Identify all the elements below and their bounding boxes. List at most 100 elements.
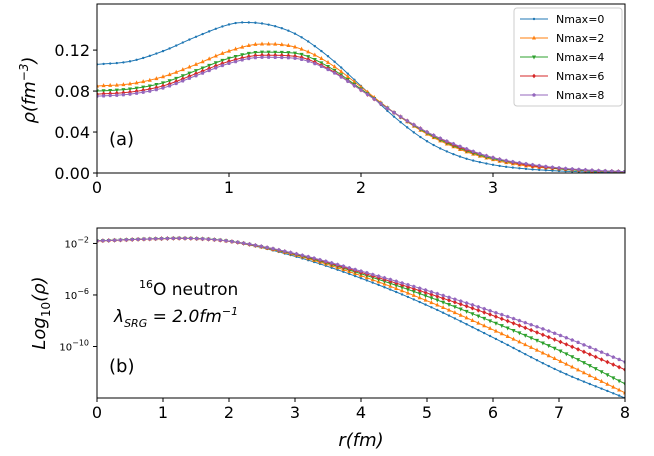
data-point-Nmax=8-33	[288, 250, 293, 255]
data-point-Nmax=6-83	[581, 349, 586, 355]
data-point-Nmax=0-38	[346, 72, 349, 75]
data-point-Nmax=0-14	[188, 38, 191, 41]
data-point-Nmax=8-31	[276, 247, 281, 252]
data-point-Nmax=8-53	[444, 139, 449, 143]
data-point-Nmax=4-89	[617, 379, 622, 384]
data-point-Nmax=0-20	[227, 23, 231, 26]
data-point-Nmax=8-28	[259, 244, 264, 248]
data-point-Nmax=8-5	[128, 92, 132, 96]
data-point-Nmax=4-66	[482, 316, 487, 321]
data-point-Nmax=8-40	[329, 260, 334, 265]
legend-marker	[532, 93, 536, 97]
data-point-Nmax=8-15	[194, 73, 198, 78]
data-point-Nmax=8-30	[271, 246, 275, 251]
data-point-Nmax=8-74	[583, 167, 588, 172]
legend: Nmax=0 Nmax=2 Nmax=4 Nmax=6 Nmax=8	[513, 7, 623, 107]
data-point-Nmax=6-74	[529, 327, 534, 333]
data-point-Nmax=8-61	[452, 297, 457, 301]
data-point-Nmax=4-78	[552, 346, 557, 351]
data-point-Nmax=8-61	[497, 157, 502, 161]
data-point-Nmax=4-27	[273, 50, 278, 55]
data-point-Nmax=2-19	[220, 50, 225, 55]
data-point-Nmax=8-73	[576, 167, 581, 172]
data-point-Nmax=4-14	[187, 71, 192, 76]
data-point-Nmax=6-82	[576, 347, 581, 352]
data-point-Nmax=6-56	[423, 290, 428, 295]
y-tick-label: 0.12	[54, 41, 90, 60]
x-tick-label: 8	[620, 403, 630, 422]
data-point-Nmax=2-83	[581, 370, 586, 375]
data-point-Nmax=0-18	[214, 27, 217, 30]
data-point-Nmax=8-35	[326, 67, 330, 72]
data-point-Nmax=2-75	[535, 347, 539, 352]
data-point-Nmax=0-54	[412, 298, 415, 301]
data-point-Nmax=0-68	[544, 169, 547, 172]
data-point-Nmax=6-55	[417, 288, 422, 293]
data-point-Nmax=6-70	[505, 318, 510, 324]
data-point-Nmax=4-31	[299, 52, 304, 57]
data-point-Nmax=8-15	[183, 236, 187, 240]
data-point-Nmax=8-16	[200, 71, 205, 75]
legend-label: Nmax=4	[556, 51, 604, 64]
data-point-Nmax=8-14	[187, 76, 192, 80]
data-point-Nmax=8-66	[482, 306, 487, 311]
data-point-Nmax=8-20	[212, 237, 217, 242]
data-point-Nmax=8-5	[124, 237, 129, 242]
data-point-Nmax=8-27	[273, 55, 278, 59]
data-point-Nmax=6-85	[593, 354, 598, 360]
data-point-Nmax=8-23	[230, 239, 234, 244]
data-point-Nmax=4-49	[382, 279, 387, 284]
data-point-Nmax=8-45	[392, 110, 396, 115]
data-point-Nmax=6-75	[535, 330, 539, 335]
data-point-Nmax=8-41	[365, 92, 370, 97]
data-point-Nmax=8-69	[550, 165, 555, 169]
data-point-Nmax=4-8	[147, 84, 152, 89]
data-point-Nmax=2-20	[227, 48, 231, 53]
data-point-Nmax=4-85	[593, 367, 598, 372]
data-point-Nmax=4-4	[121, 88, 126, 93]
data-point-Nmax=8-21	[218, 238, 223, 242]
data-point-Nmax=8-22	[224, 238, 228, 243]
data-point-Nmax=8-19	[206, 237, 211, 241]
legend-entry: Nmax=8	[520, 89, 604, 102]
data-point-Nmax=8-63	[510, 159, 515, 164]
data-point-Nmax=0-59	[441, 311, 445, 314]
data-point-Nmax=8-50	[425, 130, 429, 134]
data-point-Nmax=6-59	[441, 296, 446, 301]
data-point-Nmax=2-67	[488, 325, 493, 330]
data-point-Nmax=6-87	[605, 359, 610, 365]
data-point-Nmax=8-47	[405, 118, 410, 123]
data-point-Nmax=8-32	[282, 249, 287, 253]
data-point-Nmax=8-75	[590, 168, 594, 172]
data-point-Nmax=4-7	[141, 85, 146, 90]
chart-panel-a: 0 1 2 30.000.040.080.12(a)ρ(fm−3)Nmax=0Nmax…	[17, 3, 626, 197]
data-point-Nmax=8-77	[603, 168, 608, 173]
data-point-Nmax=8-51	[431, 133, 436, 137]
data-point-Nmax=2-70	[505, 333, 510, 338]
data-point-Nmax=0-86	[600, 387, 603, 390]
data-point-Nmax=4-19	[220, 58, 225, 63]
data-point-Nmax=6-29	[286, 53, 291, 59]
legend-box	[513, 7, 623, 107]
data-point-Nmax=0-65	[477, 328, 480, 332]
data-point-Nmax=2-35	[326, 59, 330, 64]
data-point-Nmax=2-23	[246, 42, 251, 47]
data-point-Nmax=4-29	[286, 51, 291, 56]
data-point-Nmax=0-64	[471, 325, 474, 329]
data-point-Nmax=4-12	[174, 76, 179, 81]
data-point-Nmax=2-36	[332, 64, 337, 69]
data-point-Nmax=4-30	[293, 51, 297, 56]
data-point-Nmax=6-58	[435, 294, 440, 299]
data-point-Nmax=8-68	[494, 310, 498, 315]
data-point-Nmax=8-64	[470, 302, 475, 307]
data-point-Nmax=8-53	[406, 282, 410, 287]
data-point-Nmax=0-49	[419, 135, 422, 139]
data-point-Nmax=8-26	[266, 55, 271, 59]
data-point-Nmax=0-82	[576, 378, 580, 381]
y-tick-label: 10−2	[64, 235, 89, 250]
data-point-Nmax=4-74	[529, 336, 534, 341]
data-point-Nmax=4-69	[499, 324, 504, 329]
panel-label: (a)	[109, 129, 134, 150]
data-point-Nmax=8-17	[194, 236, 199, 241]
data-point-Nmax=0-55	[458, 155, 462, 158]
